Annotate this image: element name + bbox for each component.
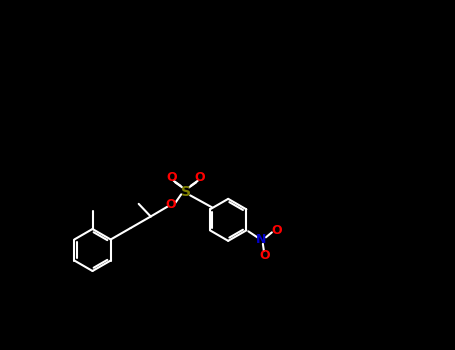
Text: O: O xyxy=(165,198,176,211)
Text: O: O xyxy=(271,224,282,237)
Text: O: O xyxy=(167,171,177,184)
Text: N: N xyxy=(256,233,267,246)
Text: S: S xyxy=(181,186,191,199)
Text: O: O xyxy=(259,249,270,262)
Text: O: O xyxy=(194,171,205,184)
